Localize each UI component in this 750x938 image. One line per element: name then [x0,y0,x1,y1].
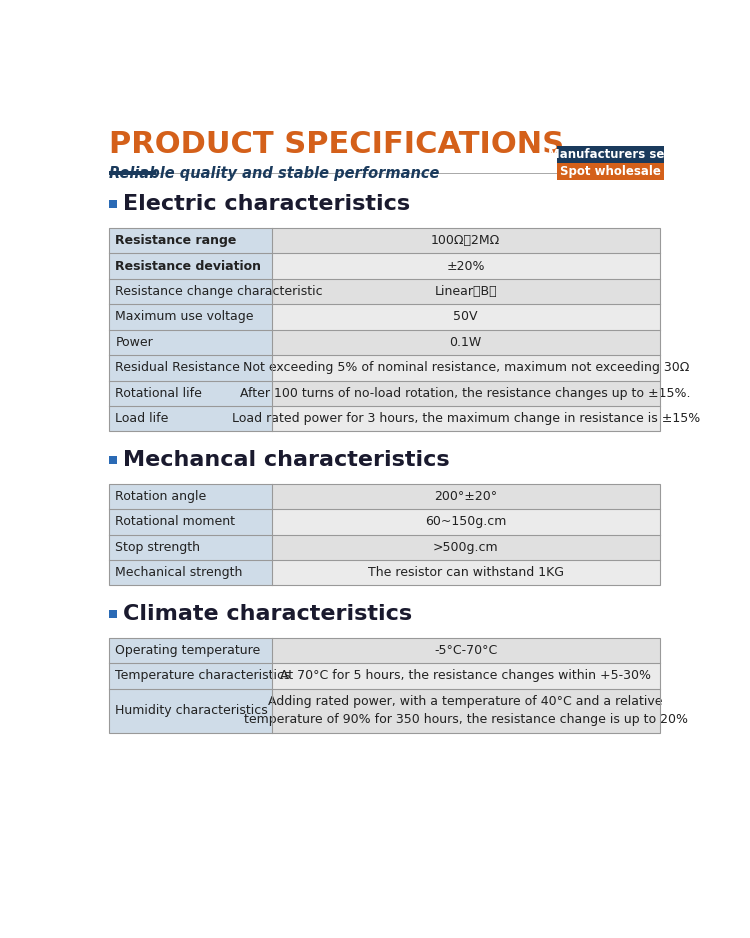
Bar [110,509,272,535]
Bar [110,304,272,329]
Bar [272,329,659,356]
Text: PRODUCT SPECIFICATIONS: PRODUCT SPECIFICATIONS [110,130,564,159]
Bar [110,688,272,734]
Bar [272,560,659,585]
Text: Stop strength: Stop strength [116,540,200,553]
Bar [110,663,272,688]
Bar [110,356,272,381]
Bar [110,279,272,304]
Bar [110,484,272,509]
Text: Load life: Load life [116,412,169,425]
Text: Resistance deviation: Resistance deviation [116,260,262,273]
Bar [272,279,659,304]
Bar [110,638,272,663]
Bar [272,509,659,535]
Bar [110,535,272,560]
Text: Resistance range: Resistance range [116,234,237,248]
Text: ±20%: ±20% [446,260,485,273]
Text: Reliable quality and stable performance: Reliable quality and stable performance [110,166,439,181]
Bar [272,688,659,734]
Text: Mechanical strength: Mechanical strength [116,567,243,579]
Bar [110,381,272,406]
Bar [272,484,659,509]
Bar [557,163,664,180]
Text: The resistor can withstand 1KG: The resistor can withstand 1KG [368,567,564,579]
Text: Operating temperature: Operating temperature [116,643,261,657]
Text: Resistance change characteristic: Resistance change characteristic [116,285,323,298]
Text: >500g.cm: >500g.cm [433,540,499,553]
Bar [110,610,117,618]
Text: 60~150g.cm: 60~150g.cm [425,515,506,528]
Text: Electric characteristics: Electric characteristics [123,194,410,214]
Bar [110,201,117,208]
Text: 0.1W: 0.1W [450,336,482,349]
Bar [110,228,659,431]
Bar [272,253,659,279]
Bar [272,304,659,329]
Bar [272,356,659,381]
Bar [110,484,659,585]
Bar [272,406,659,431]
Text: -5°C-70°C: -5°C-70°C [434,643,497,657]
Bar [110,228,272,253]
Text: Rotational life: Rotational life [116,386,202,400]
Text: Temperature characteristics: Temperature characteristics [116,670,291,682]
Text: Rotation angle: Rotation angle [116,490,207,503]
Text: Load rated power for 3 hours, the maximum change in resistance is ±15%: Load rated power for 3 hours, the maximu… [232,412,700,425]
Text: 200°±20°: 200°±20° [434,490,497,503]
Bar [272,663,659,688]
Text: Power: Power [116,336,153,349]
Bar [557,146,664,163]
Bar [110,638,659,734]
Bar [110,329,272,356]
Text: Humidity characteristics: Humidity characteristics [116,704,268,718]
Text: Spot wholesale: Spot wholesale [560,165,661,178]
Bar [110,253,272,279]
Bar [110,456,117,463]
Text: Rotational moment: Rotational moment [116,515,236,528]
Text: Linear（B）: Linear（B） [434,285,497,298]
Text: Maximum use voltage: Maximum use voltage [116,310,254,324]
Bar [272,535,659,560]
Text: At 70°C for 5 hours, the resistance changes within +5-30%: At 70°C for 5 hours, the resistance chan… [280,670,651,682]
Bar [110,406,272,431]
Bar [272,638,659,663]
Text: 50V: 50V [454,310,478,324]
Bar [110,172,156,174]
Bar [272,381,659,406]
Text: Manufacturers sell: Manufacturers sell [548,148,673,161]
Text: Mechancal characteristics: Mechancal characteristics [123,450,450,470]
Text: Climate characteristics: Climate characteristics [123,604,412,624]
Text: After 100 turns of no-load rotation, the resistance changes up to ±15%.: After 100 turns of no-load rotation, the… [241,386,691,400]
Bar [272,228,659,253]
Bar [110,560,272,585]
Text: 100Ω～2MΩ: 100Ω～2MΩ [431,234,500,248]
Text: Adding rated power, with a temperature of 40°C and a relative
temperature of 90%: Adding rated power, with a temperature o… [244,695,688,726]
Text: Residual Resistance: Residual Resistance [116,361,240,374]
Text: Not exceeding 5% of nominal resistance, maximum not exceeding 30Ω: Not exceeding 5% of nominal resistance, … [242,361,689,374]
